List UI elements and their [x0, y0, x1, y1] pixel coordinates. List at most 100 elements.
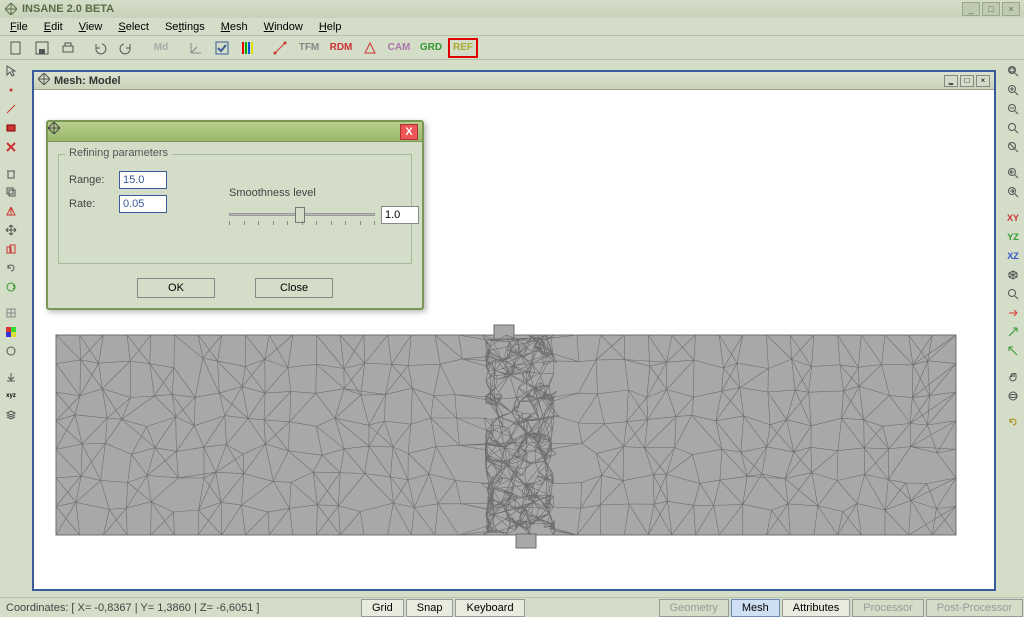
cam-button[interactable]: CAM: [384, 38, 414, 58]
snap-status-button[interactable]: Snap: [406, 599, 454, 617]
xyz-icon[interactable]: xyz: [2, 387, 20, 405]
move-icon[interactable]: [2, 221, 20, 239]
delete-x-icon[interactable]: [2, 138, 20, 156]
zoom-fit-icon[interactable]: [1004, 119, 1022, 137]
print-icon[interactable]: [56, 38, 80, 58]
zoom-out-icon[interactable]: [1004, 100, 1022, 118]
win-max-icon[interactable]: □: [960, 75, 974, 87]
new-icon[interactable]: [4, 38, 28, 58]
arrow-diag-icon[interactable]: [1004, 323, 1022, 341]
close-button-dialog[interactable]: Close: [255, 278, 333, 298]
color-grid-icon[interactable]: [2, 323, 20, 341]
line-icon[interactable]: [268, 38, 292, 58]
circle-icon[interactable]: [2, 342, 20, 360]
arrow-right-icon[interactable]: [1004, 304, 1022, 322]
ref-button[interactable]: REF: [448, 38, 478, 58]
menu-help[interactable]: Help: [313, 20, 348, 34]
win-min-icon[interactable]: ‗: [944, 75, 958, 87]
tfm-button[interactable]: TFM: [294, 38, 324, 58]
axis-icon[interactable]: [184, 38, 208, 58]
close-button[interactable]: ×: [1002, 2, 1020, 16]
grid-icon[interactable]: [2, 304, 20, 322]
dialog-close-button[interactable]: X: [400, 124, 418, 140]
rect-icon[interactable]: [2, 119, 20, 137]
arrow-diag2-icon[interactable]: [1004, 342, 1022, 360]
refining-dialog: X Refining parameters Range: Rate:: [46, 120, 424, 310]
coords-label: Coordinates: [ X= -0,8367 | Y= 1,3860 | …: [0, 602, 360, 614]
reload-icon[interactable]: [1004, 413, 1022, 431]
smooth-slider[interactable]: [229, 205, 375, 225]
pan-icon[interactable]: [1004, 368, 1022, 386]
check-icon[interactable]: [210, 38, 234, 58]
zoom-next-icon[interactable]: [1004, 183, 1022, 201]
scale-icon[interactable]: [2, 240, 20, 258]
rdm-button[interactable]: RDM: [326, 38, 356, 58]
refresh-icon[interactable]: [2, 278, 20, 296]
mesh-model-window: Mesh: Model ‗ □ × X: [32, 70, 996, 591]
menu-settings[interactable]: Settings: [159, 20, 211, 34]
geometry-status-button[interactable]: Geometry: [659, 599, 729, 617]
yz-button[interactable]: YZ: [1004, 228, 1022, 246]
menu-window[interactable]: Window: [258, 20, 309, 34]
mesh-status-button[interactable]: Mesh: [731, 599, 780, 617]
minimize-button[interactable]: _: [962, 2, 980, 16]
main-toolbar: Md TFM RDM CAM GRD REF: [0, 36, 1024, 60]
mesh-canvas[interactable]: X Refining parameters Range: Rate:: [34, 90, 994, 589]
mirror-icon[interactable]: [2, 202, 20, 220]
iso-icon[interactable]: [1004, 266, 1022, 284]
smooth-label: Smoothness level: [229, 187, 419, 199]
menu-file[interactable]: File: [4, 20, 34, 34]
copy-icon[interactable]: [2, 183, 20, 201]
app-title: INSANE 2.0 BETA: [22, 3, 962, 15]
zoom-prev-icon[interactable]: [1004, 164, 1022, 182]
cursor-icon[interactable]: [2, 62, 20, 80]
menu-select[interactable]: Select: [112, 20, 155, 34]
maximize-button[interactable]: □: [982, 2, 1000, 16]
grid-status-button[interactable]: Grid: [361, 599, 404, 617]
zoom-window-icon[interactable]: [1004, 62, 1022, 80]
menu-view[interactable]: View: [73, 20, 109, 34]
post-status-button[interactable]: Post-Processor: [926, 599, 1023, 617]
menu-mesh[interactable]: Mesh: [215, 20, 254, 34]
xz-button[interactable]: XZ: [1004, 247, 1022, 265]
win-close-icon[interactable]: ×: [976, 75, 990, 87]
triangle-icon[interactable]: [358, 38, 382, 58]
md-button[interactable]: Md: [146, 38, 176, 58]
app-icon: [4, 2, 18, 16]
smooth-value-input[interactable]: [381, 206, 419, 224]
rate-input[interactable]: [119, 195, 167, 213]
undo-icon[interactable]: [88, 38, 112, 58]
layers-icon[interactable]: [2, 406, 20, 424]
zoom-in-icon[interactable]: [1004, 81, 1022, 99]
processor-status-button[interactable]: Processor: [852, 599, 924, 617]
orbit-icon[interactable]: [1004, 387, 1022, 405]
window-title: Mesh: Model: [54, 75, 944, 87]
redo-icon[interactable]: [114, 38, 138, 58]
menu-edit[interactable]: Edit: [38, 20, 69, 34]
zoom-extent-icon[interactable]: [1004, 138, 1022, 156]
ok-button[interactable]: OK: [137, 278, 215, 298]
app-titlebar: INSANE 2.0 BETA _ □ ×: [0, 0, 1024, 18]
menubar: File Edit View Select Settings Mesh Wind…: [0, 18, 1024, 36]
grd-button[interactable]: GRD: [416, 38, 446, 58]
left-toolbar: xyz: [0, 60, 22, 597]
save-icon[interactable]: [30, 38, 54, 58]
keyboard-status-button[interactable]: Keyboard: [455, 599, 524, 617]
range-label: Range:: [69, 174, 119, 186]
attributes-status-button[interactable]: Attributes: [782, 599, 850, 617]
point-icon[interactable]: [2, 81, 20, 99]
zoom-dyn-icon[interactable]: [1004, 285, 1022, 303]
trash-icon[interactable]: [2, 164, 20, 182]
load-icon[interactable]: [2, 368, 20, 386]
range-input[interactable]: [119, 171, 167, 189]
line-tool-icon[interactable]: [2, 100, 20, 118]
rotate-icon[interactable]: [2, 259, 20, 277]
right-toolbar: XY YZ XZ: [1002, 60, 1024, 597]
status-bar: Coordinates: [ X= -0,8367 | Y= 1,3860 | …: [0, 597, 1024, 617]
group-label: Refining parameters: [65, 147, 172, 159]
palette-icon[interactable]: [236, 38, 260, 58]
window-icon: [38, 73, 50, 88]
xy-button[interactable]: XY: [1004, 209, 1022, 227]
dialog-icon: [52, 125, 66, 139]
rate-label: Rate:: [69, 198, 119, 210]
